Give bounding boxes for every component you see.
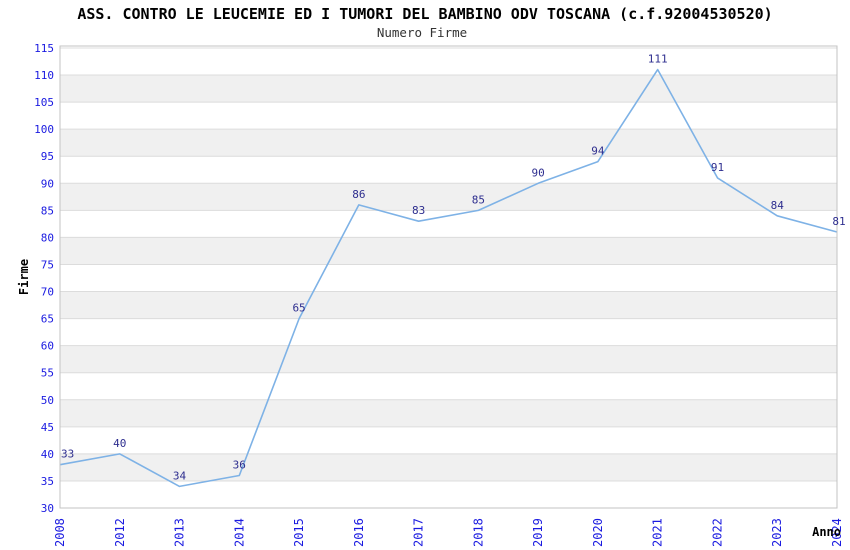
data-point-label: 34 [173,469,187,482]
y-tick-label: 55 [41,367,54,380]
data-point-label: 111 [648,53,668,66]
chart-subtitle: Numero Firme [377,25,467,40]
data-point-label: 40 [113,437,126,450]
data-point-label: 90 [532,166,545,179]
y-axis-title: Firme [17,259,31,295]
plot-border-layer [59,45,838,509]
y-tick-label: 35 [41,475,54,488]
x-tick-label: 2015 [292,518,306,547]
y-tick-label: 65 [41,313,54,326]
data-point-label: 81 [832,215,845,228]
chart-title: ASS. CONTRO LE LEUCEMIE ED I TUMORI DEL … [77,5,772,23]
shaded-band [60,75,837,103]
x-tick-label: 2013 [173,518,187,547]
x-tick-label: 2016 [352,518,366,547]
series-line [59,68,838,488]
shaded-band [60,129,837,157]
x-tick-label: 2018 [471,518,485,547]
y-tick-label: 30 [41,502,54,515]
y-tick-label: 90 [41,177,54,190]
tick-labels-layer: 30 35 40 45 50 55 60 65 70 75 80 85 90 95 100 105 110 115… [34,42,844,547]
x-tick-label: 2022 [710,518,724,547]
data-point-label: 83 [412,204,425,217]
shaded-band [60,291,837,319]
data-point-label: 65 [292,302,305,315]
x-tick-label: 2008 [53,518,67,547]
data-point-label: 85 [472,193,485,206]
x-tick-label: 2023 [770,518,784,547]
data-point-label: 86 [352,188,365,201]
shaded-band [60,183,837,211]
y-tick-label: 110 [34,69,54,82]
y-tick-label: 45 [41,421,54,434]
x-tick-label: 2014 [232,518,246,547]
plot-border [59,45,838,509]
data-labels-layer: 33 40 34 36 65 86 83 85 90 94 111 91 84 81 [61,53,846,483]
shaded-band [60,237,837,265]
data-point-label: 91 [711,161,724,174]
y-tick-label: 105 [34,96,54,109]
shaded-band [60,399,837,427]
y-tick-label: 70 [41,286,54,299]
shaded-band [60,453,837,481]
y-tick-label: 40 [41,448,54,461]
y-tick-label: 115 [34,42,54,55]
series-layer [59,68,838,488]
y-tick-label: 75 [41,258,54,271]
y-tick-label: 85 [41,204,54,217]
x-tick-label: 2020 [591,518,605,547]
y-tick-label: 60 [41,340,54,353]
data-point-label: 33 [61,448,74,461]
y-tick-label: 80 [41,231,54,244]
data-point-label: 94 [591,145,605,158]
data-point-label: 36 [233,459,246,472]
data-point-label: 84 [771,199,785,212]
x-tick-label: 2017 [412,518,426,547]
shaded-band [60,345,837,373]
background-bands [60,75,837,481]
x-tick-label: 2012 [113,518,127,547]
x-axis-title: Anno [812,525,841,539]
y-tick-label: 50 [41,394,54,407]
y-tick-label: 100 [34,123,54,136]
y-tick-label: 95 [41,150,54,163]
x-tick-label: 2019 [531,518,545,547]
x-tick-label: 2024 [830,518,844,547]
gridlines [60,47,837,509]
x-tick-label: 2021 [651,518,665,547]
